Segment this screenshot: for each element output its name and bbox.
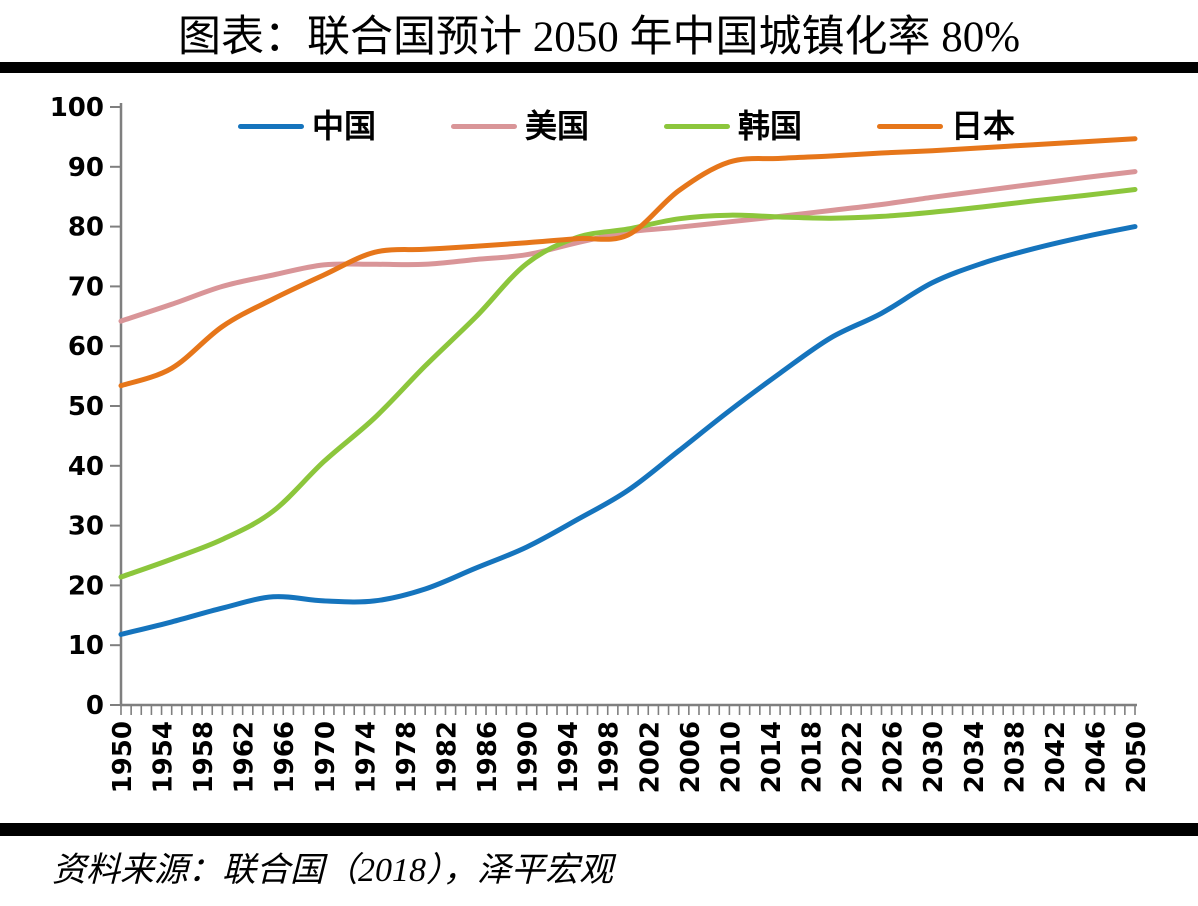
y-axis-tick-label: 90 <box>68 153 104 183</box>
x-axis-tick-label: 1974 <box>351 721 381 793</box>
series-line-2 <box>118 187 1138 580</box>
y-axis-tick-label: 0 <box>86 691 104 721</box>
y-axis-tick-label: 40 <box>68 452 104 482</box>
legend-item-korea: 韩国 <box>664 110 802 142</box>
title-divider-bar <box>0 62 1198 73</box>
legend-item-usa: 美国 <box>451 110 589 142</box>
y-axis-tick-label: 80 <box>68 213 104 243</box>
legend: 中国 美国 韩国 日本 <box>238 110 1015 142</box>
x-axis-tick-label: 2010 <box>716 721 746 793</box>
x-axis-tick-label: 1962 <box>230 721 260 793</box>
x-axis-tick-label: 1986 <box>473 721 503 793</box>
legend-item-china: 中国 <box>238 110 376 142</box>
x-axis-tick-label: 2002 <box>635 721 665 793</box>
x-axis-tick-label: 1966 <box>270 721 300 793</box>
x-axis-tick-label: 2030 <box>919 721 949 793</box>
x-axis-tick-label: 2038 <box>1000 721 1030 793</box>
x-axis-tick-label: 2014 <box>757 721 787 793</box>
x-axis-tick-label: 2006 <box>676 721 706 793</box>
legend-label-usa: 美国 <box>525 108 590 144</box>
legend-label-china: 中国 <box>312 108 377 144</box>
x-axis-tick-label: 1994 <box>554 721 584 793</box>
x-axis-tick-label: 1990 <box>514 721 544 793</box>
y-axis-tick-label: 70 <box>68 272 104 302</box>
legend-label-korea: 韩国 <box>738 108 803 144</box>
x-axis-tick-label: 1954 <box>149 721 179 793</box>
x-axis-tick-label: 2050 <box>1122 721 1152 793</box>
legend-swatch-china <box>238 123 304 129</box>
y-axis-tick-label: 100 <box>50 93 104 123</box>
legend-swatch-korea <box>664 123 731 129</box>
x-axis-tick-label: 1982 <box>432 721 462 793</box>
x-axis-tick-label: 1958 <box>189 721 219 793</box>
chart-title: 图表：联合国预计 2050 年中国城镇化率 80% <box>177 14 1021 61</box>
x-axis-tick-label: 2046 <box>1081 721 1111 793</box>
x-axis-tick-label: 2026 <box>879 721 909 793</box>
footer-divider-bar <box>0 823 1198 836</box>
series-line-0 <box>118 224 1138 637</box>
x-axis-tick-label: 2022 <box>838 721 868 793</box>
series-line-1 <box>118 169 1138 324</box>
series-line-3 <box>118 136 1138 389</box>
source-note: 资料来源：联合国（2018），泽平宏观 <box>52 852 613 889</box>
x-axis-tick-label: 1998 <box>595 721 625 793</box>
y-axis-tick-label: 60 <box>68 332 104 362</box>
x-axis-tick-label: 1978 <box>392 721 422 793</box>
x-axis-tick-label: 2018 <box>798 721 828 793</box>
x-axis-tick-label: 1950 <box>108 721 138 793</box>
x-axis-tick-label: 2034 <box>960 721 990 793</box>
x-axis-tick-label: 2042 <box>1041 721 1071 793</box>
y-axis-tick-label: 50 <box>68 392 104 422</box>
y-axis-tick-label: 30 <box>68 512 104 542</box>
legend-swatch-japan <box>877 123 944 129</box>
y-axis-tick-label: 10 <box>68 631 104 661</box>
legend-item-japan: 日本 <box>877 110 1015 142</box>
x-axis-tick-label: 1970 <box>311 721 341 793</box>
legend-label-japan: 日本 <box>951 108 1016 144</box>
legend-swatch-usa <box>451 123 518 129</box>
y-axis-tick-label: 20 <box>68 571 104 601</box>
